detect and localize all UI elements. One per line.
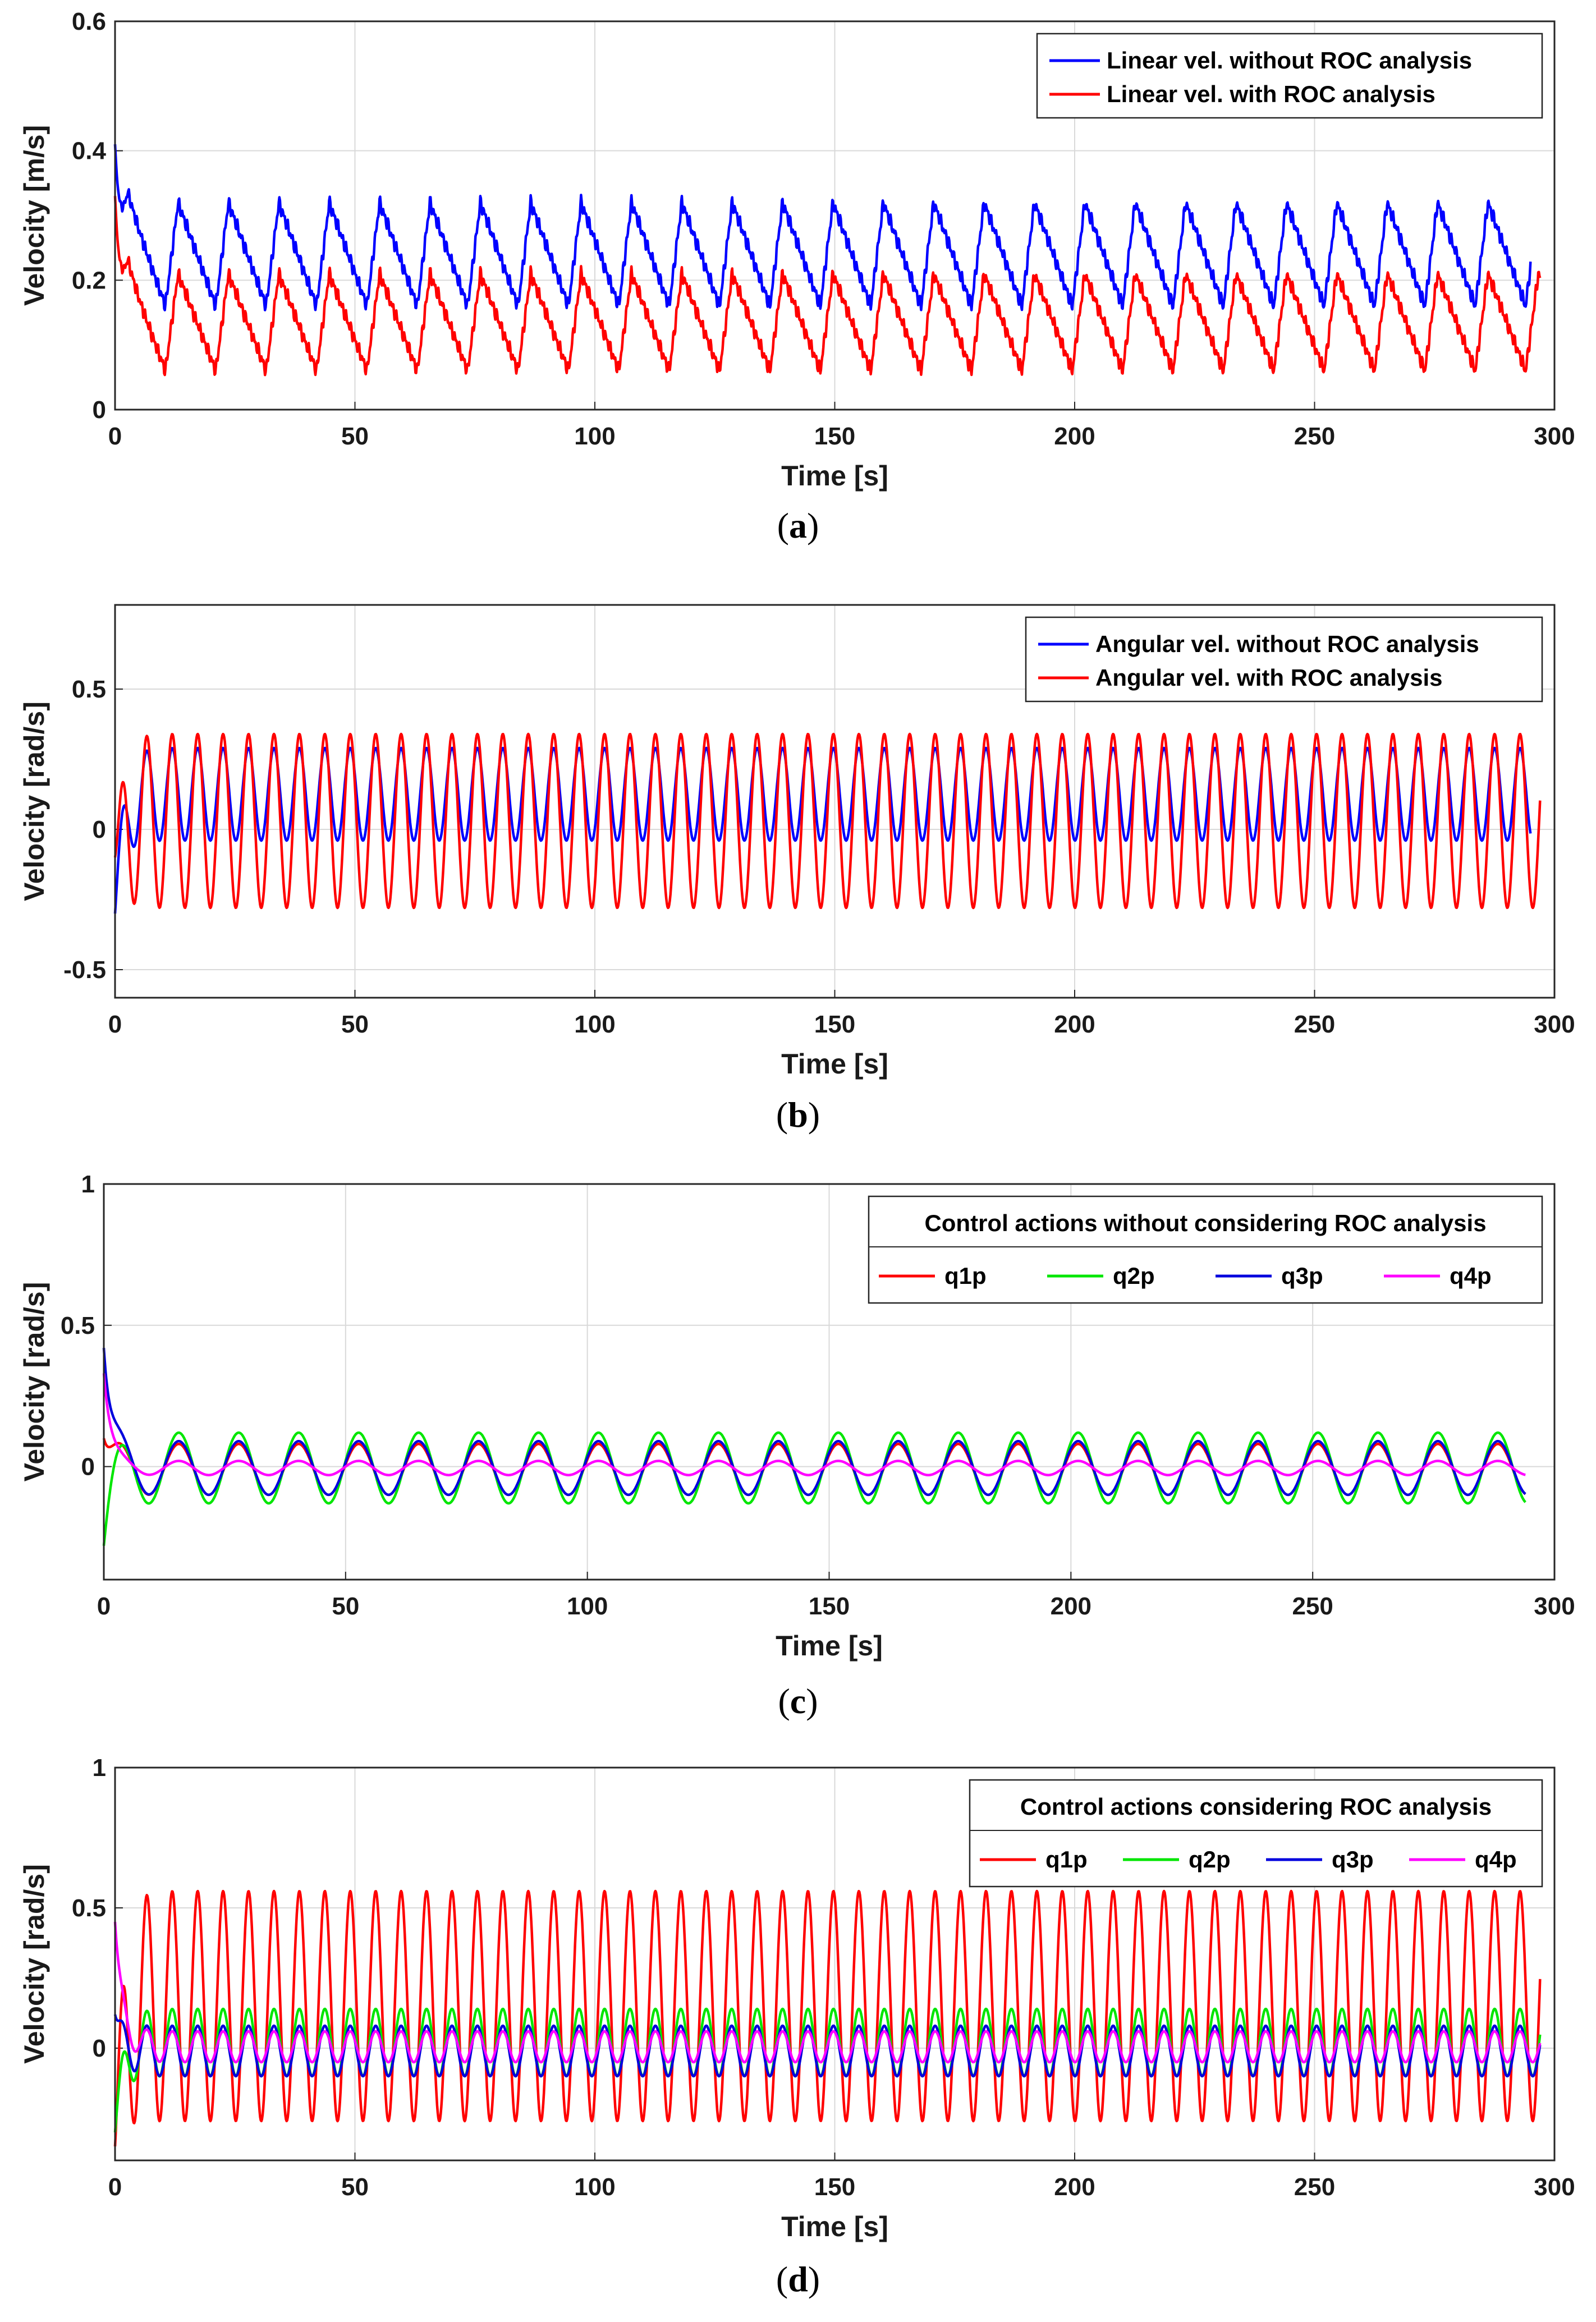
y-tick-label: 0	[93, 2035, 106, 2062]
series-line-q4p	[102, 1373, 1526, 1476]
legend-entry: Linear vel. with ROC analysis	[1107, 81, 1436, 107]
caption-c: (c)	[778, 1681, 818, 1721]
x-tick-label: 200	[1054, 2173, 1095, 2201]
y-tick-label: 0.6	[72, 8, 106, 35]
x-tick-label: 250	[1294, 423, 1335, 450]
x-tick-label: 0	[108, 1011, 122, 1038]
caption-d: (d)	[776, 2259, 820, 2299]
chart-panel-a: 0 50 100 150 200 250 300 0 0.2 0.4 0.6 Time [s] Velo…	[0, 0, 1596, 572]
x-tick-label: 150	[814, 1011, 855, 1038]
legend-box	[868, 1195, 1543, 1304]
x-tick-label: 100	[574, 423, 615, 450]
y-tick-label: 1	[81, 1171, 95, 1198]
y-tick-label: 1	[93, 1754, 106, 1782]
x-tick-label: 250	[1294, 1011, 1335, 1038]
y-tick-label: 0	[81, 1453, 95, 1481]
x-tick-label: 200	[1051, 1593, 1091, 1620]
y-axis-label: Velocity [rad/s]	[19, 701, 50, 901]
y-tick-label: 0.5	[61, 1312, 95, 1339]
legend-box	[969, 1779, 1543, 1888]
x-axis-label: Time [s]	[781, 2211, 888, 2242]
legend-entry: q3p	[1281, 1263, 1323, 1289]
chart-panel-b: 0 50 100 150 200 250 300 -0.5 0 0.5 Time [s] Veloci…	[0, 578, 1596, 1162]
x-axis-label: Time [s]	[781, 1048, 888, 1080]
axes-box	[114, 20, 1556, 411]
legend-box	[1025, 616, 1543, 703]
y-tick-label: 0.5	[72, 676, 106, 703]
axes-box	[114, 1766, 1556, 2162]
x-tick-label: 200	[1054, 1011, 1095, 1038]
x-tick-label: 150	[809, 1593, 850, 1620]
x-tick-label: 50	[341, 1011, 369, 1038]
x-tick-label: 50	[332, 1593, 359, 1620]
caption-b: (b)	[776, 1095, 820, 1135]
legend-entry: q4p	[1450, 1263, 1492, 1289]
x-tick-label: 100	[574, 2173, 615, 2201]
y-tick-label: 0.2	[72, 267, 106, 294]
series-line-linear-vel-with-roc-analysis	[113, 196, 1542, 377]
x-tick-label: 300	[1534, 2173, 1575, 2201]
x-tick-label: 0	[108, 2173, 122, 2201]
legend-entry: q4p	[1475, 1846, 1517, 1873]
legend-entry: q1p	[944, 1263, 987, 1289]
x-tick-label: 300	[1534, 1593, 1575, 1620]
axes-box	[114, 604, 1556, 999]
x-tick-label: 200	[1054, 423, 1095, 450]
y-tick-label: 0.4	[72, 137, 107, 165]
y-tick-label: 0	[93, 396, 106, 424]
legend-entry: q2p	[1189, 1846, 1231, 1873]
x-tick-label: 50	[341, 2173, 369, 2201]
legend-title: Control actions considering ROC analysis	[1020, 1793, 1492, 1820]
chart-panel-c: 0 50 100 150 200 250 300 0 0.5 1 Time [s] Velocity …	[0, 1162, 1596, 1745]
series-line-q3p	[102, 1347, 1526, 1497]
legend-title: Control actions without considering ROC …	[924, 1210, 1486, 1236]
legend-entry: Angular vel. without ROC analysis	[1095, 631, 1479, 657]
x-axis-label: Time [s]	[781, 460, 888, 492]
y-axis-label: Velocity [m/s]	[19, 125, 50, 306]
x-tick-label: 50	[341, 423, 369, 450]
x-tick-label: 300	[1534, 1011, 1575, 1038]
axes-box	[103, 1183, 1556, 1581]
x-tick-label: 0	[108, 423, 122, 450]
caption-a: (a)	[777, 506, 819, 545]
x-tick-label: 250	[1292, 1593, 1333, 1620]
x-axis-label: Time [s]	[776, 1630, 883, 1662]
chart-panel-d: 0 50 100 150 200 250 300 0 0.5 1 Time [s] Velocity …	[0, 1745, 1596, 2322]
series-line-angular-vel-with-roc-analysis	[113, 732, 1542, 910]
x-tick-label: 100	[567, 1593, 608, 1620]
chart-svg-d: 0 50 100 150 200 250 300 0 0.5 1 Time [s] Velocity …	[19, 1754, 1575, 2242]
legend: Control actions without considering ROC …	[868, 1195, 1543, 1304]
series-line-linear-vel-without-roc-analysis	[113, 144, 1532, 311]
x-tick-label: 0	[97, 1593, 111, 1620]
x-tick-label: 150	[814, 423, 855, 450]
y-tick-label: 0.5	[72, 1894, 106, 1922]
legend-entry: Angular vel. with ROC analysis	[1095, 664, 1443, 691]
x-tick-label: 300	[1534, 423, 1575, 450]
chart-svg-a: 0 50 100 150 200 250 300 0 0.2 0.4 0.6 Time [s] Velo…	[19, 8, 1575, 492]
legend: Angular vel. without ROC analysis Angular…	[1025, 616, 1543, 703]
legend: Linear vel. without ROC analysis Linear v…	[1036, 33, 1543, 119]
chart-svg-c: 0 50 100 150 200 250 300 0 0.5 1 Time [s] Velocity …	[19, 1171, 1575, 1662]
y-tick-label: -0.5	[63, 956, 106, 984]
legend-box	[1036, 33, 1543, 119]
series-line-q1p	[113, 1889, 1542, 2147]
legend-entry: q2p	[1113, 1263, 1155, 1289]
y-axis-label: Velocity [rad/s]	[19, 1282, 50, 1482]
y-tick-label: 0	[93, 816, 106, 843]
legend-entry: Linear vel. without ROC analysis	[1107, 47, 1472, 74]
legend: Control actions considering ROC analysis…	[969, 1779, 1543, 1888]
legend-entry: q1p	[1045, 1846, 1088, 1873]
x-tick-label: 150	[814, 2173, 855, 2201]
y-axis-label: Velocity [rad/s]	[19, 1864, 50, 2064]
x-tick-label: 100	[574, 1011, 615, 1038]
legend-entry: q3p	[1332, 1846, 1374, 1873]
x-tick-label: 250	[1294, 2173, 1335, 2201]
series-line-q4p	[113, 1921, 1542, 2064]
